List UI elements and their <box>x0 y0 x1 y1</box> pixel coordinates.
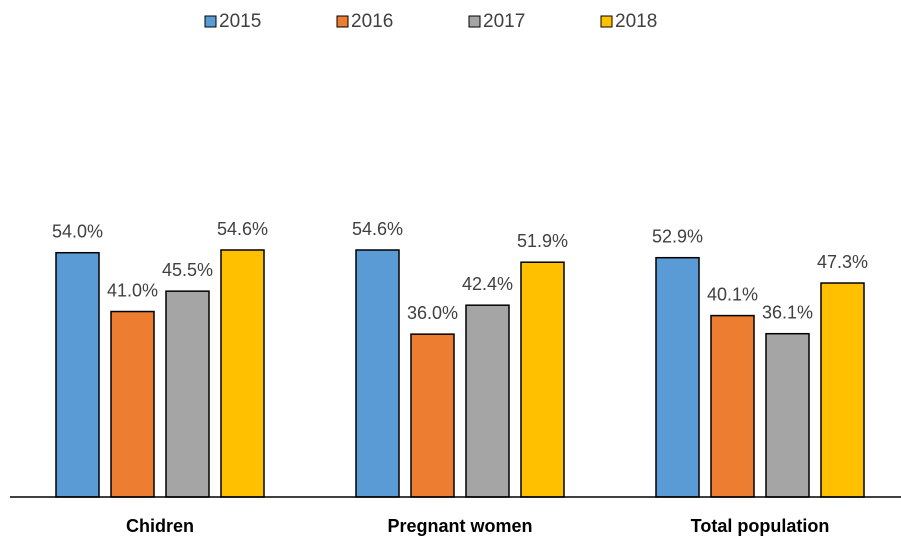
legend-swatch <box>336 15 349 28</box>
legend-swatch <box>468 15 481 28</box>
legend-label: 2018 <box>615 11 657 32</box>
bar <box>110 310 155 498</box>
legend-label: 2015 <box>219 11 261 32</box>
value-label: 47.3% <box>817 252 868 272</box>
legend-swatch <box>204 15 217 28</box>
legend-label: 2016 <box>351 11 393 32</box>
legend-label: 2017 <box>483 11 525 32</box>
bar <box>55 251 100 498</box>
value-label: 41.0% <box>107 280 158 300</box>
bar <box>710 314 755 498</box>
x-tick-label: Chidren <box>126 516 194 536</box>
x-tick-label: Pregnant women <box>387 516 532 536</box>
value-label: 42.4% <box>462 274 513 294</box>
x-tick-label: Total population <box>691 516 830 536</box>
value-label: 36.0% <box>407 303 458 323</box>
value-label: 54.6% <box>217 219 268 239</box>
value-label: 36.1% <box>762 302 813 322</box>
bar <box>355 249 400 498</box>
bar <box>820 282 865 498</box>
bar <box>410 333 455 498</box>
bar <box>165 290 210 498</box>
value-label: 52.9% <box>652 226 703 246</box>
value-label: 40.1% <box>707 284 758 304</box>
legend-swatch <box>600 15 613 28</box>
bar <box>655 256 700 498</box>
value-label: 54.6% <box>352 219 403 239</box>
value-label: 45.5% <box>162 260 213 280</box>
bar <box>765 332 810 498</box>
bar <box>220 249 265 498</box>
bar <box>465 304 510 498</box>
value-label: 54.0% <box>52 221 103 241</box>
value-label: 51.9% <box>517 231 568 251</box>
bar <box>520 261 565 498</box>
